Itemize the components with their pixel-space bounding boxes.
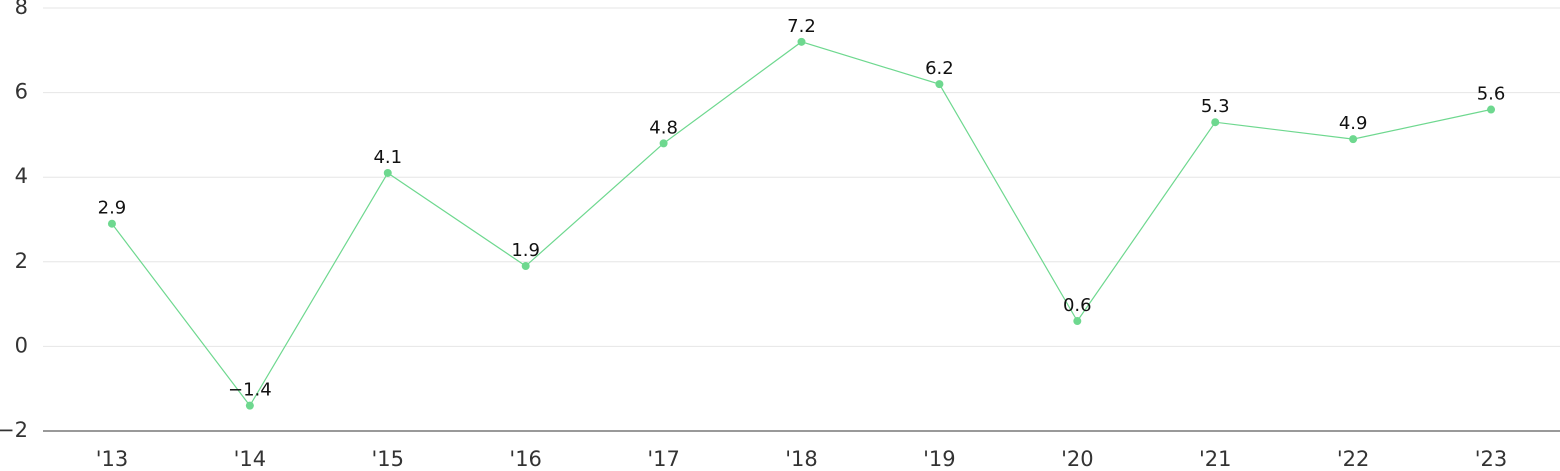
value-label: 6.2 bbox=[925, 58, 954, 79]
value-label: 1.9 bbox=[511, 240, 540, 261]
y-tick-label: −2 bbox=[0, 418, 28, 442]
y-tick-label: 0 bbox=[15, 333, 28, 357]
x-tick-label: '20 bbox=[1061, 447, 1094, 471]
point bbox=[107, 219, 116, 228]
x-tick-label: '23 bbox=[1475, 447, 1508, 471]
x-tick-label: '13 bbox=[96, 447, 129, 471]
value-label: 7.2 bbox=[787, 16, 816, 37]
x-tick-label: '17 bbox=[647, 447, 680, 471]
x-tick-label: '16 bbox=[509, 447, 542, 471]
value-label: 5.3 bbox=[1201, 96, 1230, 117]
x-tick-label: '15 bbox=[372, 447, 405, 471]
y-tick-label: 6 bbox=[15, 80, 28, 104]
x-tick-label: '18 bbox=[785, 447, 818, 471]
y-tick-label: 2 bbox=[15, 249, 28, 273]
x-tick-label: '14 bbox=[234, 447, 267, 471]
value-label: −1.4 bbox=[228, 380, 272, 401]
point bbox=[1073, 317, 1082, 326]
x-tick-label: '19 bbox=[923, 447, 956, 471]
point bbox=[935, 80, 944, 89]
point bbox=[797, 37, 806, 46]
point bbox=[245, 401, 254, 410]
point bbox=[521, 262, 530, 271]
y-tick-label: 8 bbox=[15, 0, 28, 19]
point bbox=[1349, 135, 1358, 144]
x-tick-label: '22 bbox=[1337, 447, 1370, 471]
value-label: 5.6 bbox=[1477, 84, 1506, 105]
point bbox=[1211, 118, 1220, 127]
point bbox=[659, 139, 668, 148]
value-label: 4.1 bbox=[373, 147, 402, 168]
point bbox=[383, 168, 392, 177]
x-tick-label: '21 bbox=[1199, 447, 1232, 471]
y-tick-label: 4 bbox=[15, 164, 28, 188]
line bbox=[111, 41, 1492, 407]
value-label: 4.8 bbox=[649, 117, 678, 138]
point bbox=[1487, 105, 1496, 114]
value-label: 4.9 bbox=[1339, 113, 1368, 134]
value-label: 0.6 bbox=[1063, 295, 1092, 316]
value-label: 2.9 bbox=[98, 198, 127, 219]
